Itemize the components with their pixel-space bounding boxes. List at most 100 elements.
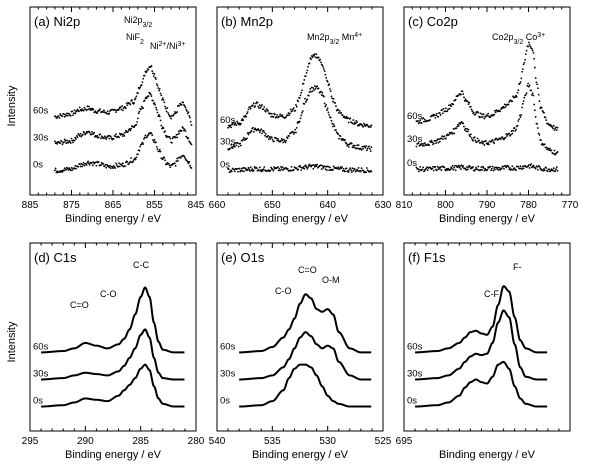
data-point: [296, 122, 299, 124]
data-point: [267, 110, 269, 112]
data-point: [512, 95, 514, 98]
data-point: [508, 101, 511, 103]
data-point: [466, 130, 469, 133]
data-point: [344, 138, 346, 141]
data-point: [273, 113, 276, 116]
data-point: [479, 112, 482, 115]
data-point: [440, 137, 443, 140]
data-point: [279, 166, 282, 168]
data-point: [66, 112, 68, 115]
data-point: [278, 167, 281, 170]
trace-label: 60s: [220, 341, 236, 352]
plot-frame: [403, 242, 571, 432]
data-point: [415, 145, 418, 148]
data-point: [453, 132, 456, 135]
data-point: [421, 144, 424, 147]
data-point: [112, 167, 114, 169]
spectrum-line: [238, 293, 372, 354]
data-point: [267, 138, 270, 141]
data-point: [338, 111, 340, 114]
data-point: [480, 141, 483, 144]
data-point: [335, 105, 337, 107]
data-point: [108, 137, 111, 140]
data-point: [329, 166, 331, 169]
data-point: [72, 141, 74, 144]
data-point: [169, 166, 172, 169]
data-point: [305, 71, 308, 74]
data-point: [242, 119, 245, 122]
data-point: [63, 169, 65, 172]
data-point: [310, 90, 312, 93]
data-point: [173, 110, 176, 113]
data-point: [477, 111, 480, 114]
data-point: [500, 108, 502, 111]
data-point: [239, 142, 242, 145]
data-point: [503, 167, 505, 170]
data-point: [508, 132, 511, 135]
series-30s: 30s: [220, 85, 373, 153]
data-point: [480, 115, 483, 118]
data-point: [232, 145, 235, 148]
data-point: [96, 135, 99, 137]
series-30s: 30s: [33, 328, 185, 381]
series-0s: 0s: [407, 360, 548, 408]
data-point: [307, 65, 309, 68]
data-point: [470, 136, 473, 139]
data-point: [167, 162, 170, 165]
data-point: [528, 84, 531, 87]
data-point: [353, 144, 356, 147]
data-point: [138, 110, 141, 113]
data-point: [365, 171, 368, 174]
data-point: [555, 126, 557, 129]
data-point: [500, 167, 503, 170]
data-point: [264, 110, 267, 113]
data-point: [459, 165, 462, 168]
data-point: [139, 145, 142, 148]
data-point: [505, 133, 508, 135]
data-point: [88, 131, 91, 134]
data-point: [516, 91, 519, 94]
data-point: [465, 169, 468, 171]
data-point: [435, 142, 437, 145]
data-point: [189, 116, 191, 119]
data-point: [246, 111, 249, 113]
data-point: [241, 170, 244, 172]
data-point: [173, 162, 176, 165]
data-point: [180, 129, 183, 132]
data-point: [522, 100, 525, 102]
data-point: [140, 143, 143, 145]
data-point: [135, 123, 138, 126]
data-point: [267, 134, 269, 137]
data-point: [172, 114, 175, 117]
data-point: [357, 167, 360, 169]
data-point: [435, 114, 437, 117]
data-point: [519, 81, 522, 83]
data-point: [539, 167, 542, 170]
data-point: [496, 168, 499, 170]
data-point: [551, 126, 554, 129]
data-point: [269, 169, 272, 172]
data-point: [482, 140, 485, 143]
data-point: [366, 124, 369, 127]
data-point: [140, 84, 143, 86]
data-point: [330, 95, 333, 98]
data-point: [309, 88, 312, 90]
data-point: [85, 109, 88, 112]
panel-title: (a) Ni2p: [34, 14, 80, 29]
trace-label: 0s: [220, 160, 230, 171]
data-point: [133, 98, 136, 101]
data-point: [118, 165, 121, 168]
data-point: [460, 93, 462, 96]
data-point: [237, 145, 240, 148]
trace-label: 30s: [407, 134, 423, 145]
data-point: [73, 139, 76, 142]
data-point: [426, 169, 429, 172]
data-point: [418, 168, 421, 171]
data-point: [474, 139, 477, 142]
data-point: [61, 115, 64, 118]
data-point: [468, 133, 471, 136]
data-point: [304, 97, 306, 100]
data-point: [537, 168, 539, 171]
x-tick-label: 885: [22, 200, 39, 211]
data-point: [238, 122, 241, 125]
